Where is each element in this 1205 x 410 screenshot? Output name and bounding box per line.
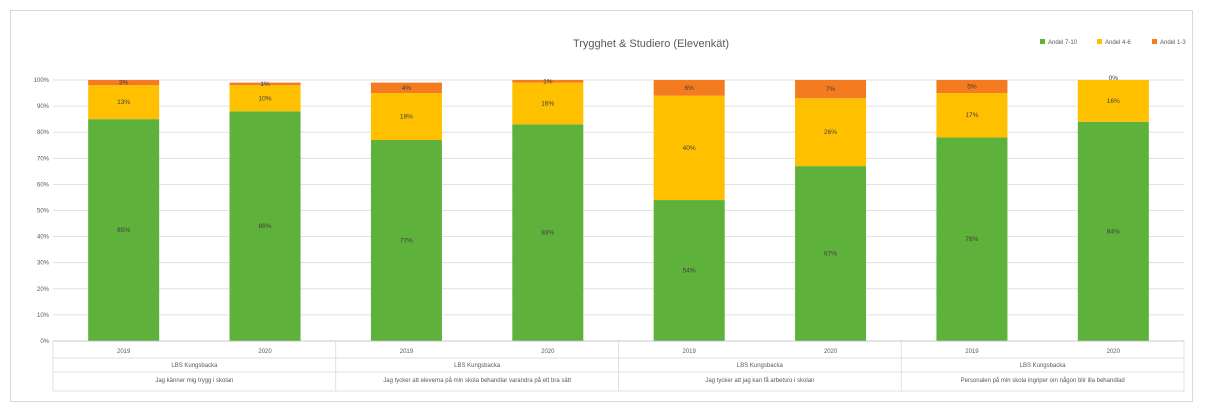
data-label: 77% <box>400 238 413 245</box>
y-tick-label: 40% <box>37 235 50 241</box>
x-tick-label: 2019 <box>683 349 697 355</box>
data-label: 18% <box>400 114 413 121</box>
y-tick-label: 70% <box>37 156 50 162</box>
bar-segment <box>936 93 1008 138</box>
data-label: 3% <box>119 80 129 87</box>
bar-segment <box>229 82 301 86</box>
bars: 85% 13% 3% 88% 10% 1% 77% 18% 4% 83% 16% 1% 54% 40% 6%… <box>88 75 1149 342</box>
legend-swatch <box>1152 39 1157 44</box>
x-tick-label: 2020 <box>258 349 272 355</box>
y-tick-label: 60% <box>37 182 50 188</box>
x-tick-label: 2020 <box>1107 349 1121 355</box>
bar-segment <box>936 137 1008 341</box>
x-tick-label: 2019 <box>965 349 979 355</box>
legend-swatch <box>1097 39 1102 44</box>
x-tick-label: 2020 <box>541 349 555 355</box>
bar-segment <box>795 166 867 341</box>
data-label: 83% <box>541 230 554 237</box>
bar-segment <box>88 80 160 86</box>
data-label: 78% <box>965 236 978 243</box>
data-label: 67% <box>824 251 837 258</box>
data-label: 0% <box>1109 75 1119 82</box>
bar-segment <box>512 82 584 125</box>
bar-segment <box>1077 121 1149 341</box>
data-label: 5% <box>967 84 977 91</box>
y-tick-label: 100% <box>34 78 50 84</box>
legend: Andel 7-10 Andel 4-6 Andel 1-3 <box>1040 39 1186 46</box>
bar-segment <box>936 80 1008 94</box>
data-label: 88% <box>259 223 272 230</box>
chart-title: Trygghet & Studiero (Elevenkät) <box>573 38 729 50</box>
legend-label: Andel 1-3 <box>1160 40 1186 46</box>
data-label: 1% <box>260 81 270 88</box>
data-label: 6% <box>684 85 694 92</box>
data-label: 16% <box>541 100 554 107</box>
y-tick-label: 90% <box>37 104 50 110</box>
question-label: Jag tycker att eleverna på min skola beh… <box>383 377 571 384</box>
question-label: Jag tycker att jag kan få arbetsro i sko… <box>705 377 814 384</box>
x-tick-label: 2020 <box>824 349 838 355</box>
group-label: LBS Kungsbacka <box>454 363 501 369</box>
gridlines <box>53 79 1184 342</box>
y-tick-label: 0% <box>40 339 49 345</box>
data-label: 26% <box>824 129 837 136</box>
data-label: 16% <box>1107 98 1120 105</box>
x-tick-label: 2019 <box>400 349 414 355</box>
legend-swatch <box>1040 39 1045 44</box>
x-tick-label: 2019 <box>117 349 131 355</box>
legend-label: Andel 4-6 <box>1105 40 1131 46</box>
y-tick-label: 20% <box>37 287 50 293</box>
data-label: 17% <box>965 112 978 119</box>
group-label: LBS Kungsbacka <box>171 363 218 369</box>
bar-segment <box>229 85 301 112</box>
bar-segment <box>653 80 725 96</box>
data-label: 85% <box>117 227 130 234</box>
group-label: LBS Kungsbacka <box>1020 363 1067 369</box>
stacked-bar-chart: Trygghet & Studiero (Elevenkät) Andel 7-… <box>34 38 1186 392</box>
bar-segment <box>370 82 442 94</box>
data-label: 1% <box>543 78 553 85</box>
chart-frame: Trygghet & Studiero (Elevenkät) Andel 7-… <box>10 10 1193 402</box>
bar-segment <box>512 80 584 83</box>
bar-segment <box>88 85 160 120</box>
y-tick-label: 50% <box>37 209 50 215</box>
bar-segment <box>370 93 442 141</box>
bar-segment <box>512 124 584 342</box>
data-label: 4% <box>402 85 412 92</box>
legend-label: Andel 7-10 <box>1048 40 1078 46</box>
x-axis: 2019 2020 2019 2020 2019 2020 2019 2020 LBS Kung… <box>52 340 1185 392</box>
y-tick-label: 10% <box>37 313 50 319</box>
bar-segment <box>88 119 160 342</box>
data-label: 10% <box>259 95 272 102</box>
bar-segment <box>653 95 725 201</box>
bar-segment <box>653 200 725 341</box>
data-label: 7% <box>826 86 836 93</box>
y-tick-label: 80% <box>37 130 50 136</box>
bar-segment <box>795 80 867 99</box>
data-label: 40% <box>683 145 696 152</box>
group-label: LBS Kungsbacka <box>737 363 784 369</box>
bar-segment <box>1077 80 1149 122</box>
bar-segment <box>370 140 442 341</box>
question-label: Jag känner mig trygg i skolan <box>155 378 233 384</box>
y-tick-label: 30% <box>37 261 50 267</box>
bar-segment <box>229 111 301 341</box>
data-label: 84% <box>1107 228 1120 235</box>
question-label: Personalen på min skola ingriper om någo… <box>961 377 1125 384</box>
data-label: 13% <box>117 99 130 106</box>
bar-segment <box>795 98 867 167</box>
data-label: 54% <box>683 268 696 275</box>
y-axis: 0% 10% 20% 30% 40% 50% 60% 70% 80% 90% 100% <box>34 78 50 345</box>
